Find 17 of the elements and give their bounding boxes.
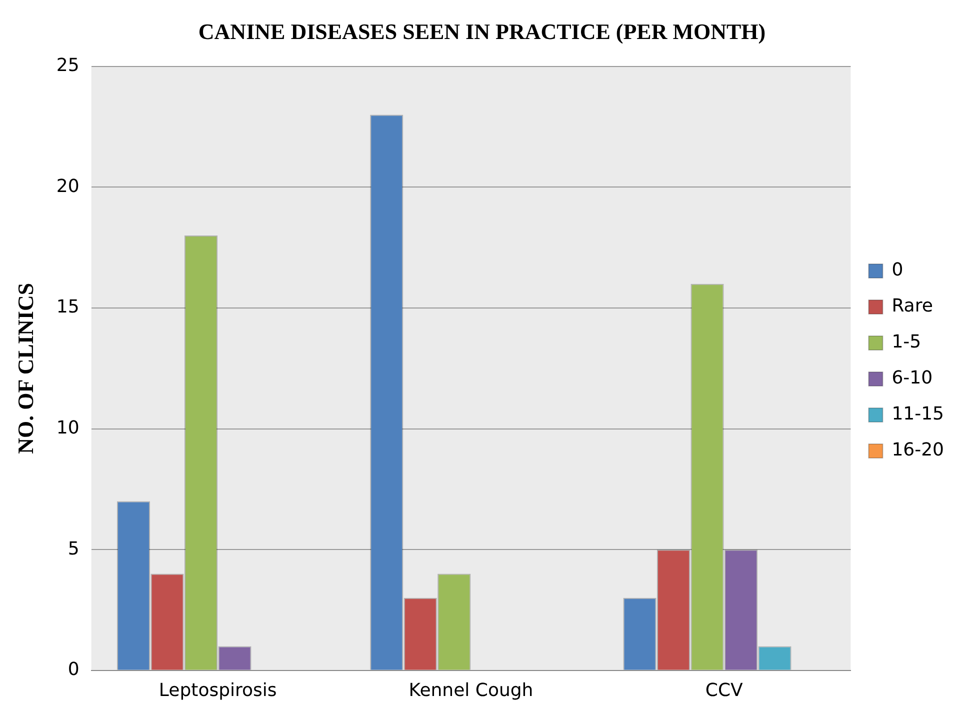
chart-title: CANINE DISEASES SEEN IN PRACTICE (PER MONTH) <box>198 18 766 44</box>
legend-label: 1-5 <box>892 332 922 353</box>
x-tick-label: Kennel Cough <box>408 680 534 701</box>
legend-label: Rare <box>892 296 933 317</box>
y-tick-label: 25 <box>56 55 80 76</box>
x-tick-label: Leptospirosis <box>158 680 277 701</box>
legend-label: 0 <box>892 260 904 281</box>
y-tick-label: 20 <box>56 176 80 197</box>
y-tick-label: 0 <box>68 659 80 680</box>
legend-label: 16-20 <box>892 440 944 461</box>
y-tick-label: 10 <box>56 417 80 438</box>
x-tick-label: CCV <box>705 680 744 701</box>
legend-label: 6-10 <box>892 368 933 389</box>
y-tick-label: 15 <box>56 296 80 318</box>
y-tick-label: 5 <box>68 538 80 560</box>
legend-label: 11-15 <box>892 404 944 425</box>
y-axis-title: NO. OF CLINICS <box>12 282 38 454</box>
